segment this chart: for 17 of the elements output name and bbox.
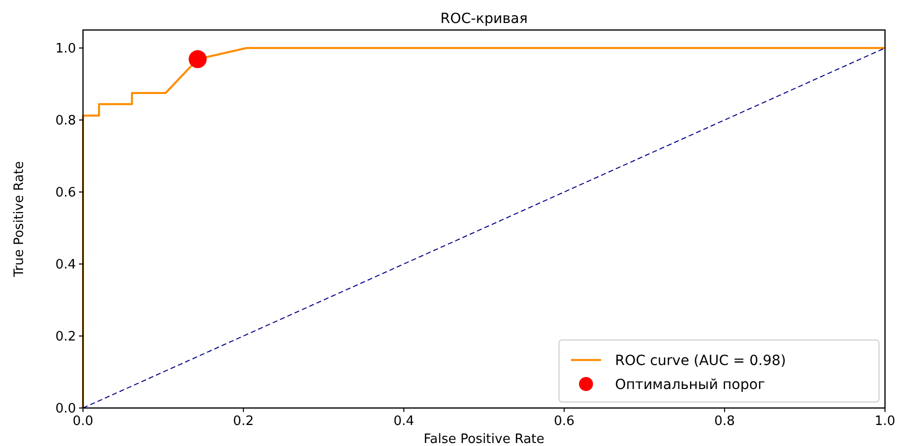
y-axis-title: True Positive Rate bbox=[12, 161, 27, 278]
x-tick-label: 0.2 bbox=[233, 414, 254, 429]
x-axis-title: False Positive Rate bbox=[424, 432, 544, 446]
y-tick-label: 1.0 bbox=[55, 42, 76, 56]
x-tick-label: 0.0 bbox=[72, 414, 94, 429]
x-tick-label: 0.8 bbox=[714, 414, 735, 429]
y-tick-label: 0.6 bbox=[55, 186, 76, 200]
legend-label: Оптимальный порог bbox=[615, 377, 766, 393]
y-tick-label: 0.8 bbox=[55, 114, 76, 128]
x-tick-label: 1.0 bbox=[874, 414, 896, 429]
x-tick-label: 0.6 bbox=[554, 414, 575, 429]
x-tick-label: 0.4 bbox=[393, 414, 414, 429]
legend-label: ROC curve (AUC = 0.98) bbox=[615, 353, 786, 369]
chart-title: ROC-кривая bbox=[440, 11, 528, 27]
y-tick-label: 0.2 bbox=[55, 330, 76, 344]
y-tick-label: 0.4 bbox=[55, 258, 76, 272]
y-tick-label: 0.0 bbox=[55, 402, 76, 416]
